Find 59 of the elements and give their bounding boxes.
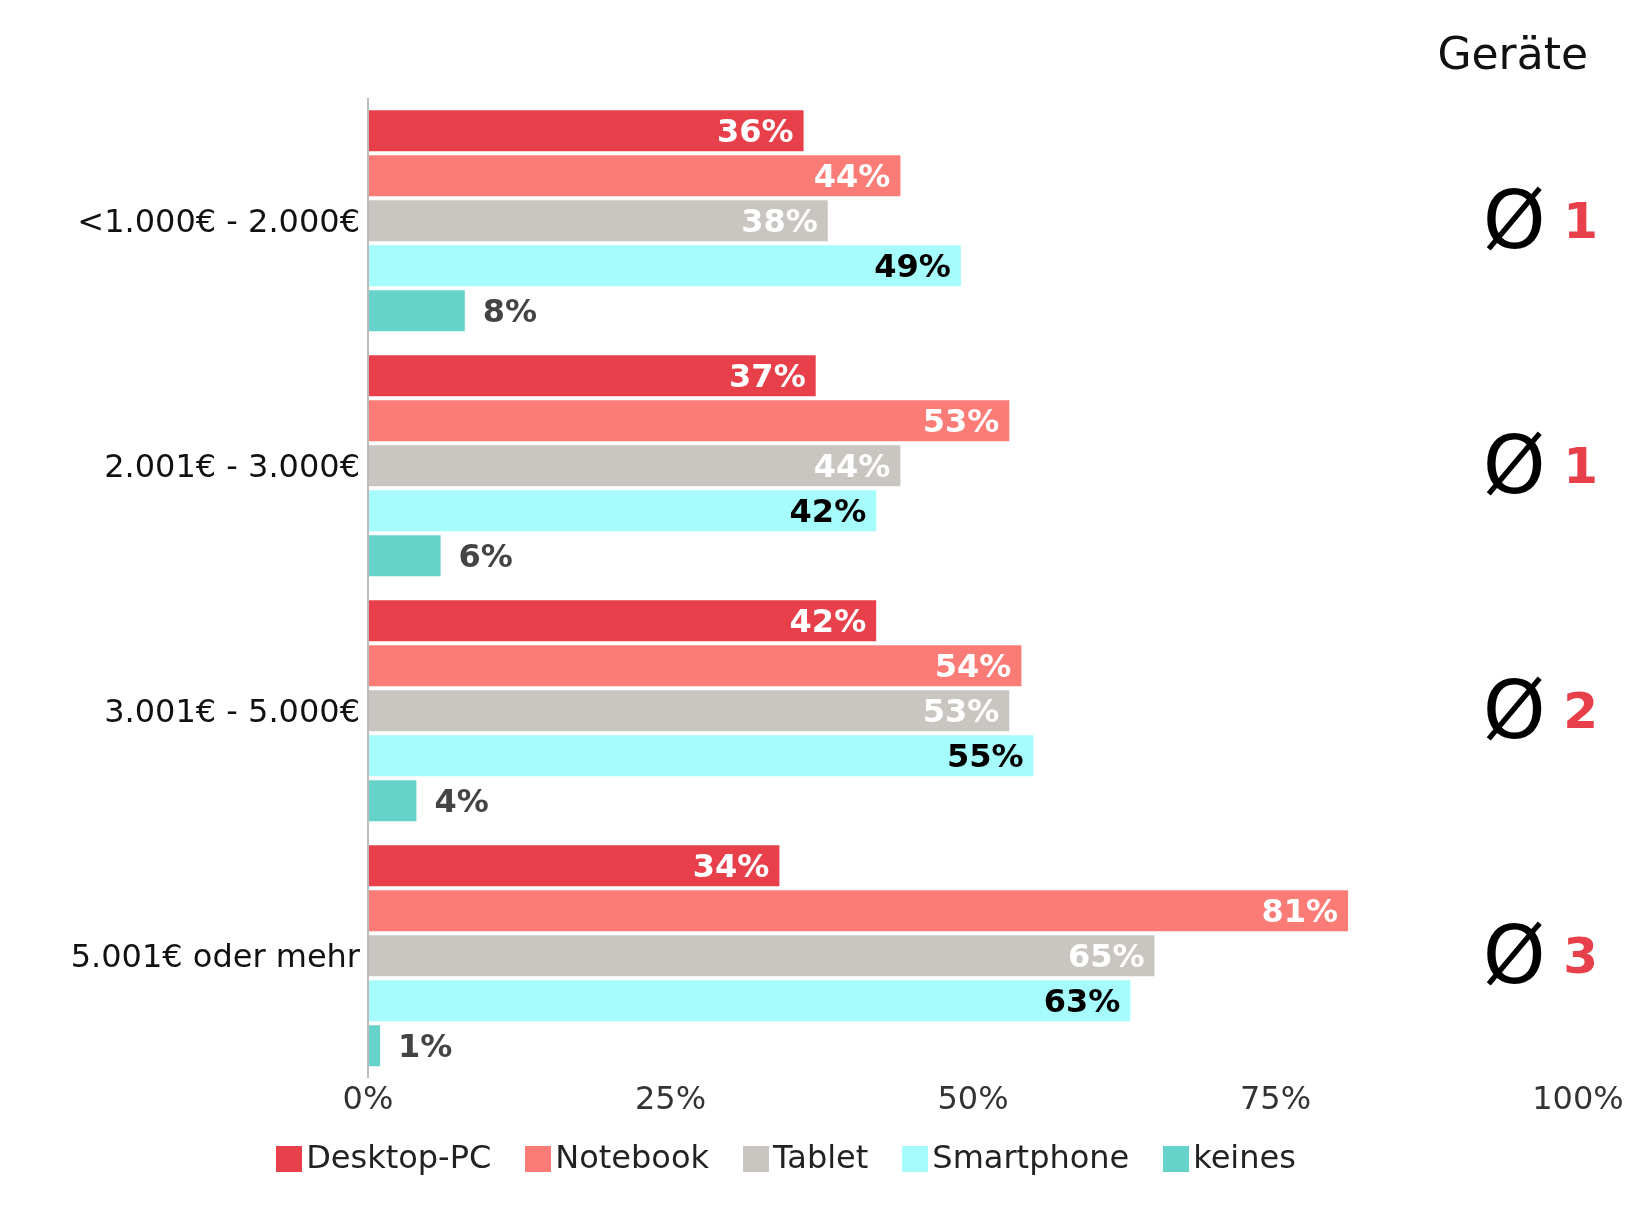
bar — [368, 935, 1155, 977]
bar — [368, 735, 1034, 777]
bar — [368, 1025, 381, 1067]
x-tick-label: 25% — [634, 1078, 707, 1117]
data-label: 42% — [789, 491, 867, 530]
bar — [368, 490, 877, 532]
bar — [368, 155, 901, 197]
data-label: 55% — [946, 736, 1024, 775]
data-label: 49% — [874, 246, 951, 285]
data-label: 81% — [1261, 891, 1339, 930]
data-label: 44% — [813, 446, 891, 485]
bar — [368, 645, 1022, 687]
annotation: Ø 1 — [1482, 419, 1598, 512]
legend-label: Tablet — [773, 1138, 869, 1176]
legend-label: Notebook — [555, 1138, 710, 1176]
data-label: 53% — [922, 401, 1000, 440]
data-label: 38% — [741, 201, 818, 240]
annotation: Ø 1 — [1482, 174, 1598, 267]
annotation: Ø 3 — [1482, 909, 1598, 1002]
data-label: 8% — [482, 291, 538, 330]
bar — [368, 355, 816, 397]
data-label: 34% — [692, 846, 770, 885]
bar — [368, 690, 1010, 732]
y-tick-label: 3.001€ - 5.000€ — [104, 691, 360, 730]
y-tick-label: 2.001€ - 3.000€ — [104, 446, 360, 485]
data-label: 37% — [729, 356, 806, 395]
bar — [368, 600, 877, 642]
legend-label: keines — [1193, 1138, 1296, 1176]
data-label: 42% — [789, 601, 867, 640]
bar — [368, 290, 465, 332]
data-label: 36% — [717, 111, 794, 150]
data-label: 54% — [934, 646, 1012, 685]
bar — [368, 535, 441, 577]
x-tick-label: 50% — [937, 1078, 1009, 1117]
data-label: 4% — [434, 781, 489, 820]
bar — [368, 445, 901, 487]
x-tick-label: 100% — [1532, 1078, 1624, 1117]
bar — [368, 200, 828, 242]
bar — [368, 245, 961, 287]
bar — [368, 845, 780, 887]
y-tick-label: <1.000€ - 2.000€ — [77, 201, 360, 240]
bar — [368, 400, 1010, 442]
bar — [368, 110, 804, 152]
data-label: 6% — [458, 536, 513, 575]
data-label: 63% — [1043, 981, 1121, 1020]
text: Geräte — [1437, 28, 1588, 79]
y-tick-label: 5.001€ oder mehr — [70, 936, 361, 975]
data-label: 65% — [1067, 936, 1145, 975]
data-label: 53% — [922, 691, 1000, 730]
bar — [368, 980, 1131, 1022]
bar — [368, 780, 417, 822]
legend-label: Desktop-PC — [306, 1138, 492, 1176]
data-label: 44% — [813, 156, 891, 195]
annotation: Ø 2 — [1482, 664, 1598, 757]
bar — [368, 890, 1349, 932]
legend-label: Smartphone — [932, 1138, 1130, 1176]
x-tick-label: 75% — [1239, 1078, 1312, 1117]
data-label: 1% — [398, 1026, 453, 1065]
x-tick-label: 0% — [342, 1078, 394, 1117]
